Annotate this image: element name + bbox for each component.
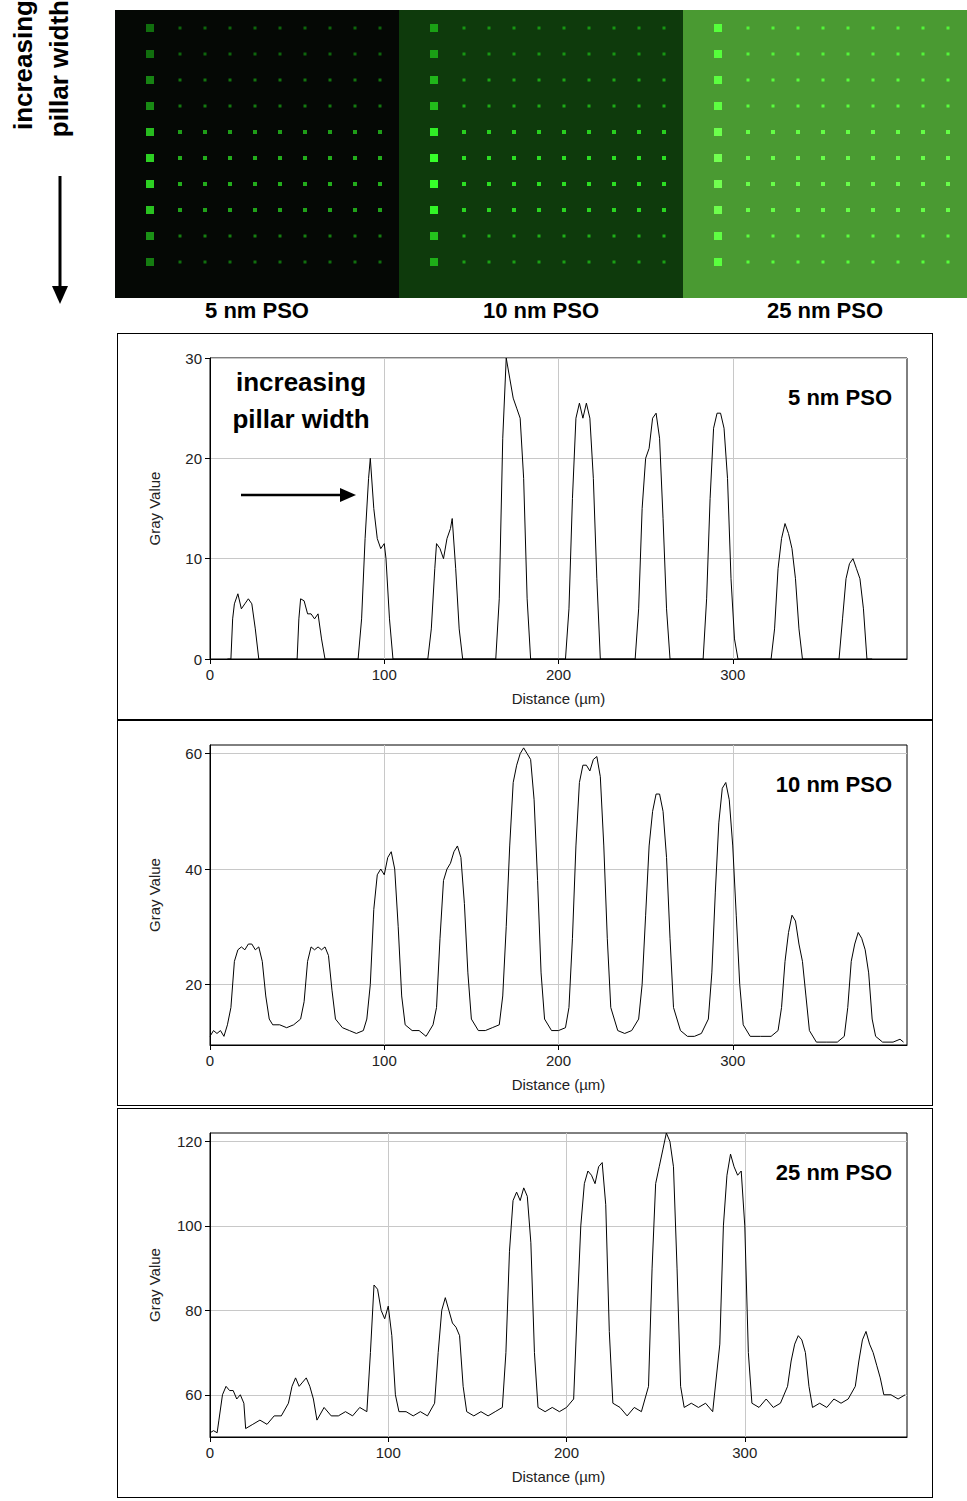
html-text:increasing pillar width: increasing pillar width	[232, 367, 370, 434]
svg-text:200: 200	[554, 1444, 579, 1461]
svg-text:100: 100	[376, 1444, 401, 1461]
svg-text:30: 30	[185, 350, 202, 367]
svg-text:60: 60	[185, 745, 202, 762]
html-text:25 nm PSO: 25 nm PSO	[766, 298, 884, 323]
svg-text:40: 40	[185, 861, 202, 878]
svg-text:Gray Value: Gray Value	[146, 858, 163, 932]
svg-text:25 nm PSO: 25 nm PSO	[776, 1160, 892, 1185]
html-text:5 nm PSO: 5 nm PSO	[205, 298, 309, 323]
svg-text:Gray Value: Gray Value	[146, 1248, 163, 1322]
svg-text:0: 0	[194, 651, 202, 668]
svg-text:120: 120	[177, 1133, 202, 1150]
svg-text:300: 300	[720, 1052, 745, 1069]
svg-text:10: 10	[185, 550, 202, 567]
svg-text:20: 20	[185, 976, 202, 993]
svg-text:100: 100	[177, 1217, 202, 1234]
svg-text:100: 100	[372, 1052, 397, 1069]
svg-text:300: 300	[732, 1444, 757, 1461]
svg-text:300: 300	[720, 666, 745, 683]
svg-text:200: 200	[546, 1052, 571, 1069]
svg-text:Gray Value: Gray Value	[146, 472, 163, 546]
svg-text:0: 0	[206, 1444, 214, 1461]
svg-text:Distance (µm): Distance (µm)	[512, 690, 606, 707]
html-text:increasing pillar width: increasing pillar width	[8, 0, 74, 138]
html-text:10 nm PSO: 10 nm PSO	[482, 298, 600, 323]
svg-text:0: 0	[206, 666, 214, 683]
svg-text:10 nm PSO: 10 nm PSO	[776, 772, 892, 797]
svg-text:Distance (µm): Distance (µm)	[512, 1468, 606, 1485]
svg-text:100: 100	[372, 666, 397, 683]
svg-text:0: 0	[206, 1052, 214, 1069]
svg-text:60: 60	[185, 1386, 202, 1403]
svg-text:Distance (µm): Distance (µm)	[512, 1076, 606, 1093]
svg-text:80: 80	[185, 1302, 202, 1319]
svg-text:5 nm PSO: 5 nm PSO	[788, 385, 892, 410]
svg-text:20: 20	[185, 450, 202, 467]
svg-text:200: 200	[546, 666, 571, 683]
